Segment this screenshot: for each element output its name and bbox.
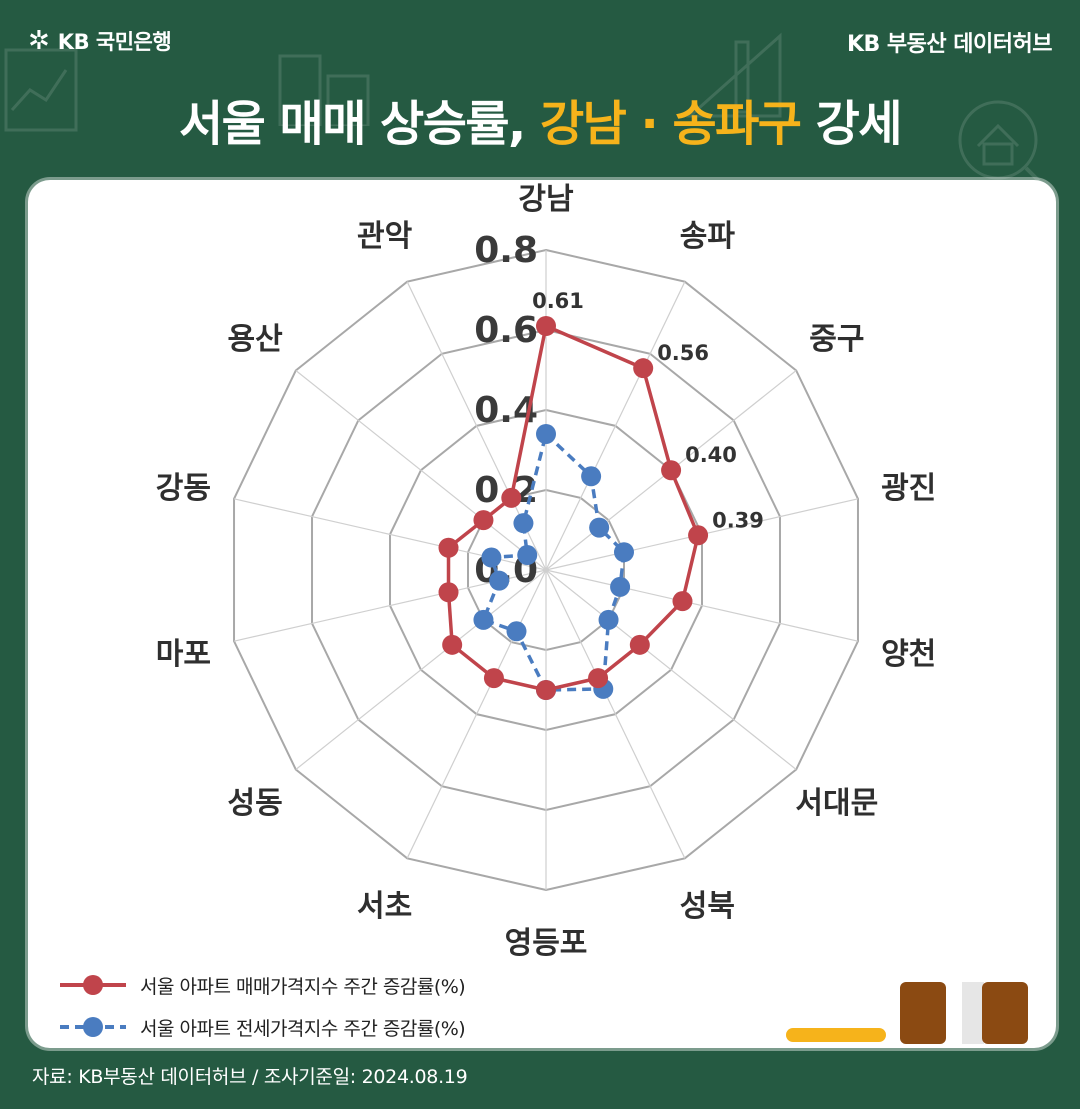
data-point-sale [688, 525, 709, 546]
logo-text: KB 국민은행 [57, 30, 172, 54]
data-point-sale [438, 582, 459, 603]
data-point-jeonse [473, 609, 494, 630]
chart-card: 0.00.20.40.60.8강남송파중구광진양천서대문성북영등포서초성동마포강… [28, 180, 1056, 1048]
data-point-sale [629, 634, 650, 655]
category-label: 서초 [357, 889, 412, 924]
legend-item-jeonse: 서울 아파트 전세가격지수 주간 증감률(%) [58, 1006, 466, 1048]
legend-label-sale: 서울 아파트 매매가격지수 주간 증감률(%) [140, 975, 466, 998]
chart-sketch-icon [4, 48, 78, 132]
title-suffix: 강세 [800, 96, 903, 152]
data-point-sale [672, 591, 693, 612]
category-label: 중구 [809, 322, 864, 357]
data-point-jeonse [581, 466, 602, 487]
data-point-sale [501, 487, 522, 508]
kb-star-icon: ✲ [28, 26, 50, 56]
category-label: 관악 [357, 219, 413, 254]
grid-spoke [545, 569, 686, 859]
header: ✲ KB 국민은행 KB 부동산 데이터허브 서울 매매 상승률, 강남 · 송… [0, 0, 1080, 194]
data-point-jeonse [613, 542, 634, 563]
category-label: 광진 [881, 471, 936, 506]
data-label: 0.61 [532, 289, 584, 313]
category-label: 송파 [680, 219, 736, 254]
grid-spoke [545, 569, 859, 642]
category-label: 강동 [156, 471, 211, 506]
data-label: 0.56 [657, 341, 709, 365]
grid-spoke [545, 569, 797, 770]
radar-chart: 0.00.20.40.60.8강남송파중구광진양천서대문성북영등포서초성동마포강… [156, 182, 937, 961]
building-sketch-icon [278, 54, 370, 126]
category-label: 영등포 [505, 926, 588, 961]
data-point-jeonse [598, 609, 619, 630]
kb-logo: ✲ KB 국민은행 [28, 26, 172, 56]
data-point-jeonse [536, 424, 556, 444]
legend-label-jeonse: 서울 아파트 전세가격지수 주간 증감률(%) [140, 1017, 466, 1040]
category-label: 강남 [518, 182, 574, 217]
data-point-sale [661, 460, 682, 481]
books-icon [786, 982, 1028, 1044]
title-highlight: 강남 · 송파구 [540, 96, 802, 152]
data-point-sale [438, 537, 459, 558]
data-point-jeonse [506, 621, 527, 642]
data-point-jeonse [513, 513, 534, 534]
data-point-sale [536, 316, 556, 336]
chart-legend: 서울 아파트 매매가격지수 주간 증감률(%) 서울 아파트 전세가격지수 주간… [58, 964, 466, 1048]
category-label: 성북 [680, 889, 735, 924]
brand-name: KB 부동산 데이터허브 [846, 32, 1053, 57]
data-point-jeonse [589, 517, 610, 538]
category-label: 성동 [228, 786, 283, 821]
data-point-sale [483, 668, 504, 689]
data-label: 0.39 [712, 508, 764, 532]
category-label: 양천 [881, 637, 936, 672]
radial-tick-label: 0.8 [474, 230, 538, 271]
grid-spoke [295, 569, 547, 770]
ruler-sketch-icon [686, 32, 782, 118]
data-point-sale [536, 680, 556, 700]
data-point-jeonse [517, 545, 538, 566]
grid-spoke [295, 370, 547, 571]
data-point-sale [442, 634, 463, 655]
legend-marker-jeonse [60, 1017, 126, 1037]
category-label: 용산 [228, 322, 284, 357]
legend-item-sale: 서울 아파트 매매가격지수 주간 증감률(%) [58, 964, 466, 1006]
legend-marker-sale [60, 975, 126, 995]
radial-tick-label: 0.6 [474, 310, 538, 351]
data-point-jeonse [489, 570, 510, 591]
data-label: 0.40 [685, 443, 737, 467]
title-prefix: 서울 매매 상승률, [179, 96, 540, 152]
grid-spoke [545, 281, 686, 571]
page-title: 서울 매매 상승률, 강남 · 송파구 강세 [0, 84, 1080, 154]
category-label: 마포 [156, 637, 211, 672]
data-point-jeonse [610, 576, 631, 597]
data-point-sale [473, 510, 494, 531]
data-point-jeonse [481, 547, 502, 568]
data-point-sale [588, 668, 609, 689]
data-point-sale [633, 358, 654, 379]
grid-spoke [406, 569, 547, 859]
category-label: 서대문 [795, 786, 878, 821]
source-note: 자료: KB부동산 데이터허브 / 조사기준일: 2024.08.19 [32, 1066, 468, 1088]
